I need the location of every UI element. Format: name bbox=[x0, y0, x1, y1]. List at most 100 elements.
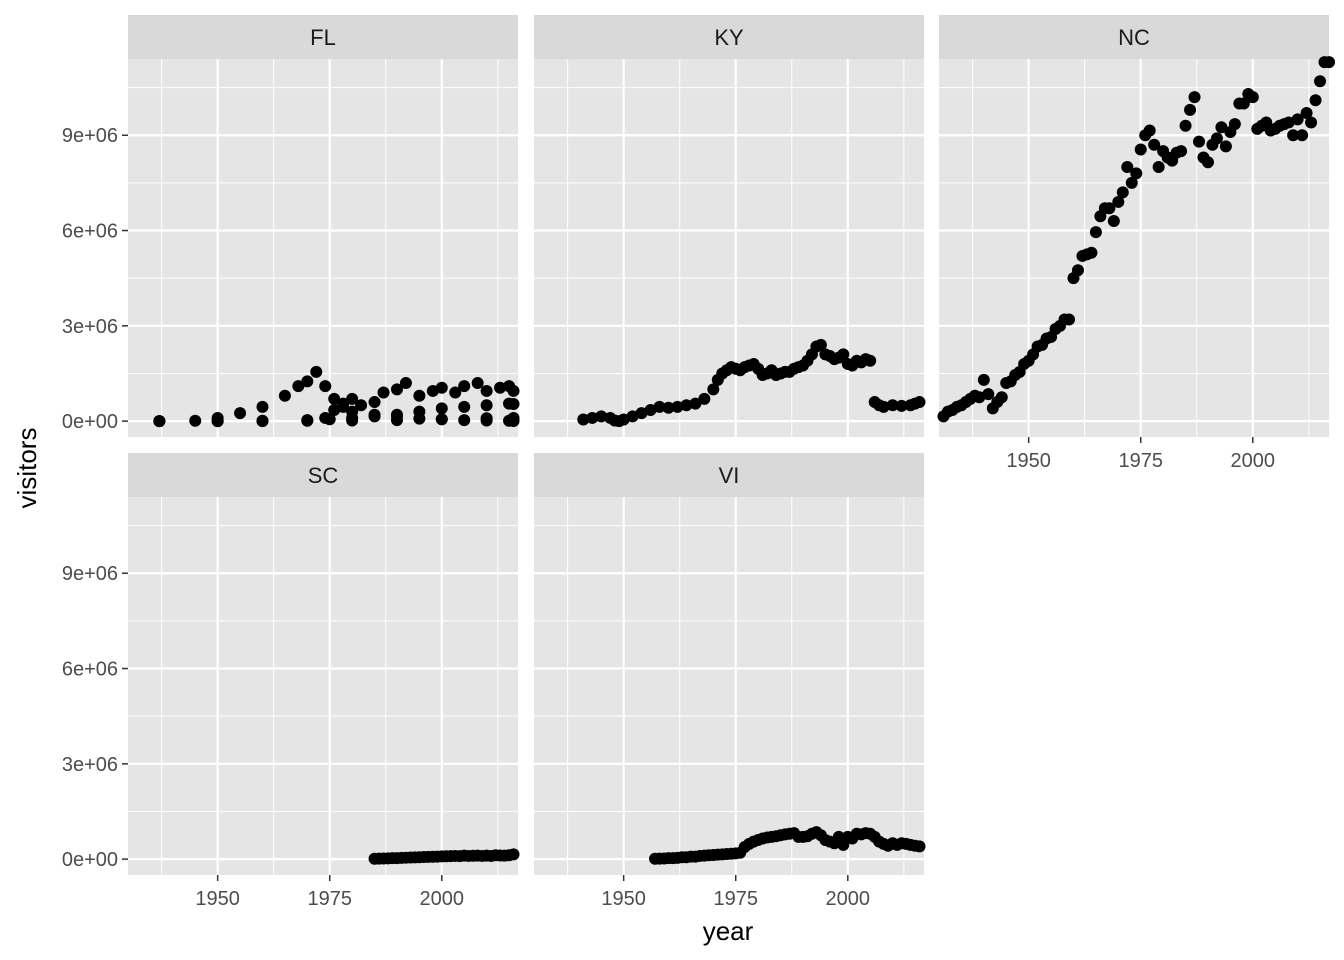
data-point bbox=[864, 354, 877, 367]
data-point bbox=[458, 400, 471, 413]
data-point bbox=[234, 407, 247, 420]
data-point bbox=[480, 412, 493, 425]
data-point bbox=[1112, 195, 1125, 208]
data-point bbox=[1246, 91, 1259, 104]
data-point bbox=[1152, 161, 1165, 173]
data-point bbox=[1201, 156, 1214, 169]
data-point bbox=[153, 415, 166, 428]
data-point bbox=[1305, 116, 1318, 129]
y-tick-label: 3e+06 bbox=[62, 316, 118, 338]
data-point bbox=[671, 400, 684, 413]
x-tick-label: 1975 bbox=[1118, 450, 1163, 472]
x-tick-label: 1950 bbox=[195, 888, 240, 910]
facet-strip-label: FL bbox=[310, 25, 336, 50]
data-point bbox=[346, 392, 359, 405]
data-point bbox=[1107, 215, 1120, 227]
data-point bbox=[256, 400, 269, 413]
data-point bbox=[301, 414, 314, 427]
data-point bbox=[886, 399, 899, 412]
facet-sc: SC 0e+00 3e+06 6e+06 9e+06 1950 1975 2000 bbox=[62, 453, 520, 910]
panel-background bbox=[939, 59, 1329, 437]
data-point bbox=[913, 396, 926, 409]
data-point bbox=[471, 377, 484, 389]
x-tick-label: 1950 bbox=[1006, 450, 1051, 472]
facet-strip-label: VI bbox=[719, 463, 740, 488]
data-point bbox=[211, 415, 224, 428]
data-point bbox=[1291, 113, 1304, 126]
data-point bbox=[877, 400, 890, 413]
data-point bbox=[1071, 264, 1084, 277]
data-point bbox=[913, 840, 926, 853]
data-point bbox=[895, 399, 908, 412]
data-point bbox=[458, 414, 471, 427]
data-point bbox=[1103, 202, 1116, 215]
data-point bbox=[449, 386, 462, 399]
data-point bbox=[689, 397, 702, 410]
data-point bbox=[1175, 145, 1188, 158]
data-point bbox=[337, 400, 350, 413]
data-point bbox=[413, 405, 426, 418]
x-tick-label: 1950 bbox=[601, 888, 646, 910]
data-point bbox=[1314, 75, 1327, 88]
data-point bbox=[1063, 313, 1075, 326]
data-point bbox=[982, 388, 995, 401]
data-point bbox=[1287, 129, 1300, 142]
y-tick-label: 6e+06 bbox=[62, 221, 118, 243]
data-point bbox=[435, 413, 448, 426]
data-point bbox=[368, 410, 381, 423]
data-point bbox=[680, 399, 693, 412]
data-point bbox=[662, 401, 675, 414]
data-point bbox=[1130, 167, 1143, 180]
y-tick-label: 9e+06 bbox=[62, 125, 118, 147]
data-point bbox=[1179, 119, 1192, 132]
x-tick-label: 2000 bbox=[420, 888, 465, 910]
data-point bbox=[698, 392, 711, 405]
data-point bbox=[586, 411, 599, 424]
data-point bbox=[458, 380, 471, 393]
data-point bbox=[319, 411, 332, 424]
data-point bbox=[507, 384, 520, 397]
data-point bbox=[368, 396, 381, 409]
data-point bbox=[837, 348, 850, 361]
data-point bbox=[507, 397, 520, 410]
data-point bbox=[1193, 135, 1205, 148]
data-point bbox=[355, 399, 368, 412]
facet-strip bbox=[128, 15, 518, 59]
data-point bbox=[1116, 186, 1129, 199]
data-point bbox=[1323, 56, 1335, 69]
data-point bbox=[1089, 226, 1102, 239]
facet-fl: FL 0e+00 3e+06 6e+06 9e+06 bbox=[62, 15, 520, 437]
panel-background bbox=[534, 59, 924, 437]
data-point bbox=[301, 375, 314, 388]
data-point bbox=[377, 386, 390, 399]
data-point bbox=[328, 392, 341, 405]
data-point bbox=[995, 391, 1008, 404]
x-tick-label: 2000 bbox=[826, 888, 871, 910]
facet-nc: NC 1950 1975 2000 bbox=[937, 15, 1335, 472]
panel-background bbox=[534, 497, 924, 875]
data-point bbox=[1296, 129, 1309, 142]
data-point bbox=[310, 365, 323, 378]
data-point bbox=[1184, 103, 1197, 116]
data-point bbox=[480, 384, 493, 397]
data-point bbox=[480, 399, 493, 412]
facet-strip-label: KY bbox=[714, 25, 744, 50]
facet-vi: VI 1950 1975 2000 bbox=[534, 453, 926, 910]
data-point bbox=[390, 383, 403, 396]
x-tick-label: 1975 bbox=[307, 888, 352, 910]
panel-background bbox=[128, 59, 518, 437]
data-point bbox=[977, 373, 990, 386]
data-point bbox=[292, 380, 305, 393]
data-point bbox=[653, 400, 666, 413]
y-tick-label: 9e+06 bbox=[62, 563, 118, 585]
facet-strip bbox=[128, 453, 518, 497]
y-tick-label: 3e+06 bbox=[62, 754, 118, 776]
data-point bbox=[189, 414, 202, 427]
data-point bbox=[346, 414, 359, 427]
data-point bbox=[577, 413, 590, 426]
facet-strip bbox=[534, 453, 924, 497]
facet-strip bbox=[939, 15, 1329, 59]
data-point bbox=[1134, 143, 1147, 156]
data-point bbox=[390, 414, 403, 427]
